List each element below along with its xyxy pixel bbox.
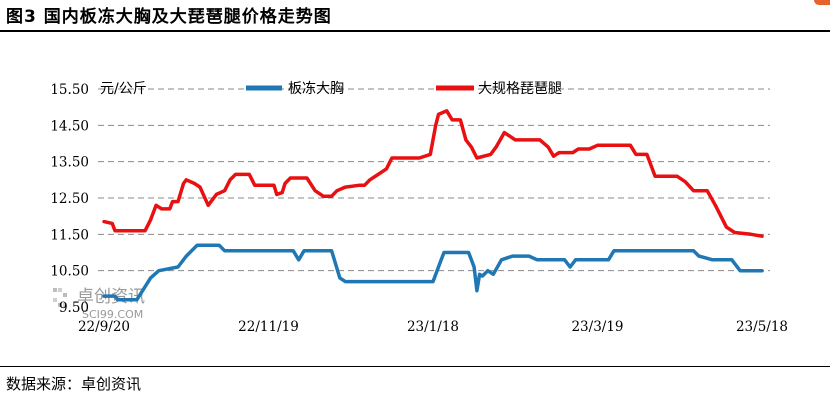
legend-label-broiler-breast: 板冻大胸 (288, 80, 344, 97)
footer-divider (0, 366, 830, 367)
title-divider (0, 30, 830, 32)
y-tick-label: 12.50 (50, 191, 89, 207)
x-tick-label: 22/9/20 (78, 319, 130, 335)
x-tick-label: 23/3/19 (571, 319, 623, 335)
watermark-domain: SCI99.COM (82, 308, 143, 321)
y-tick-label: 9.50 (59, 300, 89, 316)
x-tick-label: 22/11/19 (238, 319, 299, 335)
y-tick-label: 13.50 (50, 155, 89, 171)
y-axis-unit: 元/公斤 (100, 81, 147, 97)
x-axis-ticks: 22/9/20 22/11/19 23/1/18 23/3/19 23/5/18 (78, 319, 788, 335)
y-tick-label: 14.50 (50, 118, 89, 134)
data-source: 数据来源：卓创资讯 (6, 375, 142, 393)
y-axis-ticks: 9.50 10.50 11.50 12.50 13.50 14.50 15.50 (50, 82, 89, 316)
y-tick-label: 15.50 (50, 82, 89, 98)
corner-brand-mark (814, 0, 830, 5)
series-line-broiler-breast (102, 243, 764, 302)
gridlines (98, 88, 770, 272)
price-trend-chart: 卓创资讯 SCI99.COM 9.5010.5011.5012.5013.501… (50, 80, 788, 335)
legend: 板冻大胸 大规格琵琶腿 (246, 80, 562, 97)
legend-label-large-drumstick: 大规格琵琶腿 (478, 81, 562, 97)
series-lines (102, 109, 764, 302)
y-tick-label: 11.50 (50, 227, 89, 243)
y-tick-label: 10.50 (50, 264, 89, 280)
x-tick-label: 23/5/18 (736, 319, 788, 335)
x-tick-label: 23/1/18 (407, 319, 459, 335)
figure-title: 图3 国内板冻大胸及大琵琶腿价格走势图 (6, 7, 332, 27)
series-line-large-drumstick (102, 109, 764, 238)
